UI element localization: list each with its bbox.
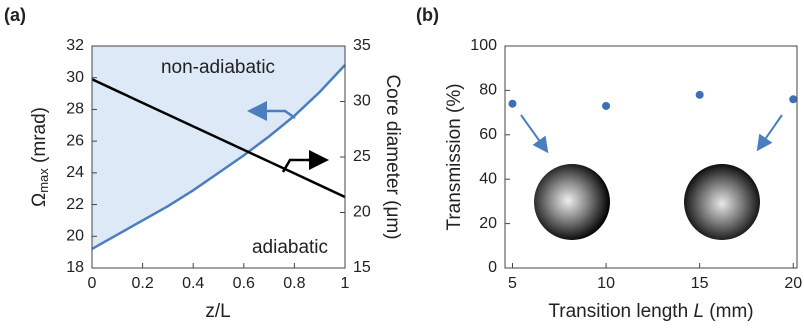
y2-tick-label: 30 (353, 93, 371, 110)
y-tick-label: 18 (66, 259, 84, 276)
point (696, 91, 704, 99)
x-tick-label: 20 (784, 275, 802, 292)
y2-tick-label: 15 (353, 259, 371, 276)
y-tick-label: 30 (66, 69, 84, 86)
y-tick-label: 40 (479, 170, 497, 187)
y-tick-label: 60 (479, 126, 497, 143)
arrow (521, 115, 546, 150)
y-tick-label: 28 (66, 101, 84, 118)
y2-tick-label: 35 (353, 37, 371, 54)
plot-frame (505, 46, 797, 268)
x-tick-label: 0.4 (182, 275, 204, 292)
y-tick-label: 22 (66, 196, 84, 213)
x-label-var: L (693, 301, 704, 322)
x-tick-label: 1 (341, 275, 350, 292)
y-tick-label: 0 (488, 259, 497, 276)
x-tick-label: 0.6 (233, 275, 255, 292)
x-axis-label: z/L (205, 301, 230, 322)
figure: 0 0.2 0.4 0.6 0.8 1 18 20 22 24 26 28 30 32 15 20 25 30 35… (0, 0, 804, 329)
y-tick-label: 24 (66, 164, 84, 181)
y-tick-label: 20 (479, 215, 497, 232)
x-tick-label: 0.8 (283, 275, 305, 292)
y-label-sub: max (36, 168, 51, 193)
y-label-symbol: Ω (29, 193, 50, 207)
y-tick-label: 80 (479, 82, 497, 99)
x-axis-label: Transition length L (mm) (548, 301, 753, 322)
x-tick-label: 0 (88, 275, 97, 292)
point (602, 102, 610, 110)
panel-b: 5 10 15 20 0 20 40 60 80 100 (470, 37, 802, 292)
panel-label: (a) (4, 5, 26, 25)
y-axis-label: Ωmax (mrad) (29, 107, 51, 207)
point (508, 100, 516, 108)
mode-image (534, 164, 610, 240)
y2-tick-label: 25 (353, 148, 371, 165)
y-tick-label: 32 (66, 37, 84, 54)
x-tick-label: 10 (597, 275, 615, 292)
y-tick-label: 100 (470, 37, 497, 54)
x-label-text: Transition length (548, 301, 693, 322)
y-label-unit: (mrad) (29, 107, 50, 168)
y2-axis-label: Core diameter (μm) (382, 74, 403, 239)
y2-tick-label: 20 (353, 204, 371, 221)
point (789, 95, 797, 103)
x-tick-label: 0.2 (131, 275, 153, 292)
x-tick-label: 15 (691, 275, 709, 292)
y-axis-label: Transmission (%) (444, 83, 465, 230)
arrow (759, 115, 782, 148)
annotation: non-adiabatic (161, 57, 275, 78)
x-tick-label: 5 (508, 275, 517, 292)
annotation: adiabatic (252, 237, 328, 258)
y-tick-label: 20 (66, 228, 84, 245)
y-tick-label: 26 (66, 132, 84, 149)
panel-label: (b) (416, 5, 439, 25)
mode-image (684, 164, 760, 240)
x-label-text: (mm) (704, 301, 754, 322)
